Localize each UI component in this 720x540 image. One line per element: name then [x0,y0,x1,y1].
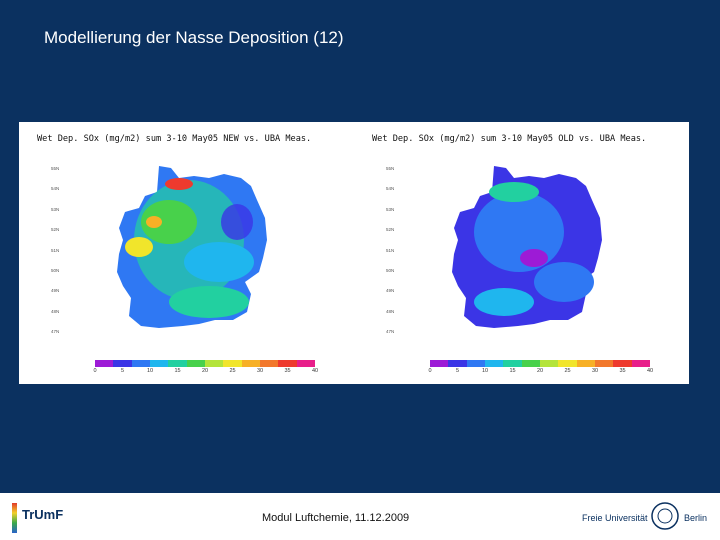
map-figure: Wet Dep. SOx (mg/m2) sum 3-10 May05 NEW … [19,122,689,384]
slide-title: Modellierung der Nasse Deposition (12) [44,28,344,47]
footer-text: Modul Luftchemie, 11.12.2009 [262,512,410,524]
map-panel-new: Wet Dep. SOx (mg/m2) sum 3-10 May05 NEW … [19,122,354,384]
germany-map [117,166,267,328]
map-panel-old: Wet Dep. SOx (mg/m2) sum 3-10 May05 OLD … [354,122,689,384]
map-title: Wet Dep. SOx (mg/m2) sum 3-10 May05 OLD … [372,134,647,144]
colorbar-labels: 0 5 10 15 20 25 30 35 40 [93,368,319,374]
germany-map [452,166,602,328]
colorbar [95,360,315,367]
latitude-labels: 55N 54N 53N 52N 51N 50N 49N 48N 47N [51,166,60,335]
seal-icon [651,502,679,530]
colorbar-labels: 0 5 10 15 20 25 30 35 40 [428,368,654,374]
footer-bar: TrUmF Modul Luftchemie, 11.12.2009 Freie… [0,493,720,540]
colorbar [430,360,650,367]
latitude-labels: 55N 54N 53N 52N 51N 50N 49N 48N 47N [386,166,395,335]
map-title: Wet Dep. SOx (mg/m2) sum 3-10 May05 NEW … [37,134,312,144]
trumf-logo: TrUmF [10,497,72,535]
fu-berlin-logo: Freie Universität Berlin [580,499,712,535]
